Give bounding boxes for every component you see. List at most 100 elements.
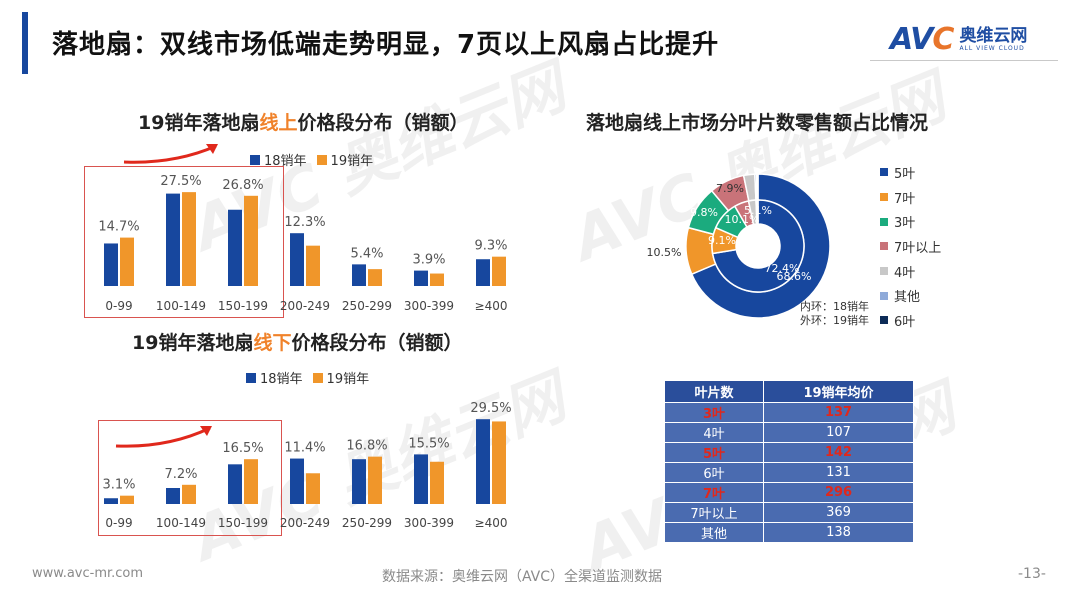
legend-entry: 6叶 <box>880 308 941 333</box>
data-label: 29.5% <box>470 401 511 416</box>
table-cell: 5叶 <box>663 442 765 463</box>
legend-entry: 5叶 <box>880 160 941 185</box>
logo-cn: 奥维云网 <box>959 26 1028 46</box>
table-row: 5叶 142 <box>663 442 914 463</box>
data-label: 3.9% <box>412 253 445 268</box>
title-accent-bar <box>22 12 28 74</box>
legend-entry: 4叶 <box>880 259 941 284</box>
bar-18 <box>166 488 180 504</box>
tick-label: 200-249 <box>280 299 330 313</box>
footer-url: www.avc-mr.com <box>32 566 144 581</box>
online-bar-chart: 14.7% 0-99 27.5% 100-149 26.8% 150-199 12.3% 20… <box>98 174 507 313</box>
table-header: 19销年均价 <box>763 380 914 403</box>
bar-19 <box>244 195 258 286</box>
outer-ring-slice <box>755 173 759 201</box>
offline-trend-arrow <box>115 426 212 448</box>
bar-19 <box>368 456 382 504</box>
legend-entry: 7叶以上 <box>880 234 941 259</box>
donut-data-label: 10.5% <box>647 246 682 259</box>
donut-legend: 5叶 7叶 3叶 7叶以上 4叶 其他 6叶 <box>880 160 941 333</box>
table-cell: 7叶以上 <box>663 502 765 523</box>
bar-18 <box>476 419 490 504</box>
page-number: -13- <box>1018 566 1046 582</box>
blade-donut-chart: 68.6% 10.5% 9.8% 7.9% 72.4% 9.1% 10.1%5.1% <box>647 173 831 319</box>
logo-en: ALL VIEW CLOUD <box>959 45 1025 52</box>
table-row: 其他 138 <box>663 522 914 543</box>
bar-18 <box>104 498 118 504</box>
table-cell: 142 <box>763 442 914 463</box>
table-header: 叶片数 <box>663 380 765 403</box>
data-label: 7.2% <box>164 467 197 482</box>
bar-19 <box>306 245 320 286</box>
tick-label: 0-99 <box>105 299 132 313</box>
footer-source: 数据来源：奥维云网（AVC）全渠道监测数据 <box>382 569 663 585</box>
offline-chart-title: 19销年落地扇线下价格段分布（销额） <box>132 332 463 354</box>
table-cell: 137 <box>763 402 914 423</box>
donut-data-label: 68.6% <box>777 270 812 283</box>
data-label: 5.4% <box>350 246 383 261</box>
data-label: 16.5% <box>222 441 263 456</box>
offline-highlight-box <box>98 420 282 536</box>
tick-label: 150-199 <box>218 299 268 313</box>
avg-price-table: 叶片数 19销年均价 3叶 137 4叶 107 5叶 142 6叶 131 7叶 296 7叶以上… <box>663 380 914 543</box>
bar-18 <box>290 233 304 286</box>
online-highlight-box <box>84 166 284 318</box>
tick-label: ≥400 <box>475 516 508 530</box>
bar-19 <box>182 192 196 286</box>
bar-19 <box>120 495 134 504</box>
table-row: 4叶 107 <box>663 422 914 443</box>
bar-19 <box>182 484 196 504</box>
bar-19 <box>306 473 320 504</box>
table-row: 6叶 131 <box>663 462 914 483</box>
data-label: 15.5% <box>408 436 449 451</box>
bar-19 <box>244 459 258 504</box>
donut-data-label: 9.1% <box>708 234 736 247</box>
table-cell: 107 <box>763 422 914 443</box>
data-label: 12.3% <box>284 215 325 230</box>
ring-note: 内环：18销年 外环：19销年 <box>800 300 869 327</box>
table-cell: 3叶 <box>663 402 765 423</box>
table-cell: 296 <box>763 482 914 503</box>
avc-logo: AVC 奥维云网 ALL VIEW CLOUD <box>890 22 1027 57</box>
bar-18 <box>352 264 366 286</box>
tick-label: 200-249 <box>280 516 330 530</box>
table-row: 3叶 137 <box>663 402 914 423</box>
bar-19 <box>120 237 134 286</box>
tick-label: 300-399 <box>404 299 454 313</box>
tick-label: 100-149 <box>156 516 206 530</box>
tick-label: 250-299 <box>342 299 392 313</box>
bar-19 <box>368 269 382 286</box>
data-label: 16.8% <box>346 439 387 454</box>
table-row: 7叶 296 <box>663 482 914 503</box>
online-trend-arrow <box>123 144 218 164</box>
header-divider <box>870 60 1058 61</box>
bar-18 <box>414 454 428 504</box>
data-label: 27.5% <box>160 174 201 189</box>
donut-data-label: 9.8% <box>690 206 718 219</box>
bar-18 <box>414 270 428 286</box>
donut-data-label: 7.9% <box>716 182 744 195</box>
bar-19 <box>430 461 444 504</box>
tick-label: 0-99 <box>105 516 132 530</box>
table-row: 7叶以上 369 <box>663 502 914 523</box>
data-label: 26.8% <box>222 178 263 193</box>
bar-19 <box>492 256 506 286</box>
tick-label: 300-399 <box>404 516 454 530</box>
page-title: 落地扇：双线市场低端走势明显，7页以上风扇占比提升 <box>52 30 720 60</box>
table-cell: 138 <box>763 522 914 543</box>
legend-entry: 3叶 <box>880 209 941 234</box>
bar-19 <box>430 273 444 286</box>
table-cell: 131 <box>763 462 914 483</box>
tick-label: 100-149 <box>156 299 206 313</box>
bar-18 <box>290 458 304 504</box>
table-cell: 4叶 <box>663 422 765 443</box>
offline-bar-chart: 3.1% 0-99 7.2% 100-149 16.5% 150-199 11.4% 200-… <box>102 401 511 530</box>
logo-mark: AVC <box>890 22 954 57</box>
tick-label: 150-199 <box>218 516 268 530</box>
donut-data-label: 72.4% <box>765 262 800 275</box>
table-cell: 6叶 <box>663 462 765 483</box>
donut-data-label: 10.1% <box>725 213 760 226</box>
tick-label: 250-299 <box>342 516 392 530</box>
bar-18 <box>104 243 118 286</box>
data-label: 11.4% <box>284 441 325 456</box>
